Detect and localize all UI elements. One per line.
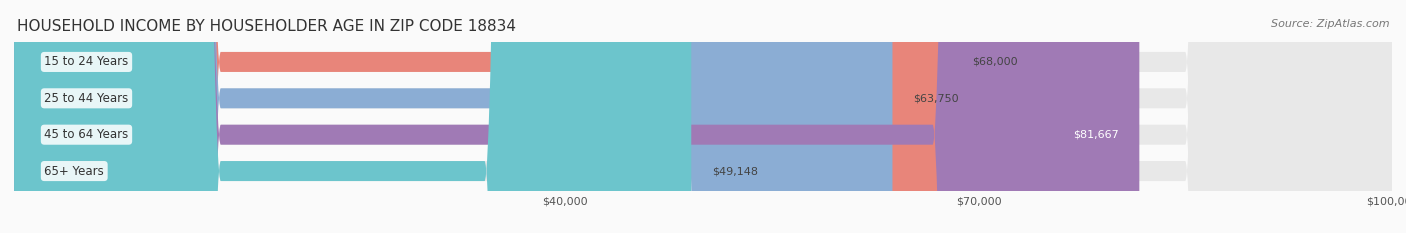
Text: HOUSEHOLD INCOME BY HOUSEHOLDER AGE IN ZIP CODE 18834: HOUSEHOLD INCOME BY HOUSEHOLDER AGE IN Z…	[17, 19, 516, 34]
Text: Source: ZipAtlas.com: Source: ZipAtlas.com	[1271, 19, 1389, 29]
Text: $81,667: $81,667	[1073, 130, 1119, 140]
Text: 15 to 24 Years: 15 to 24 Years	[45, 55, 128, 69]
Text: $68,000: $68,000	[972, 57, 1018, 67]
FancyBboxPatch shape	[14, 0, 1392, 233]
Text: $49,148: $49,148	[711, 166, 758, 176]
FancyBboxPatch shape	[14, 0, 1392, 233]
FancyBboxPatch shape	[14, 0, 893, 233]
Text: $63,750: $63,750	[912, 93, 959, 103]
FancyBboxPatch shape	[14, 0, 692, 233]
FancyBboxPatch shape	[14, 0, 1392, 233]
Text: 25 to 44 Years: 25 to 44 Years	[45, 92, 128, 105]
Text: 65+ Years: 65+ Years	[45, 164, 104, 178]
Text: 45 to 64 Years: 45 to 64 Years	[45, 128, 128, 141]
FancyBboxPatch shape	[14, 0, 950, 233]
FancyBboxPatch shape	[14, 0, 1139, 233]
FancyBboxPatch shape	[14, 0, 1392, 233]
